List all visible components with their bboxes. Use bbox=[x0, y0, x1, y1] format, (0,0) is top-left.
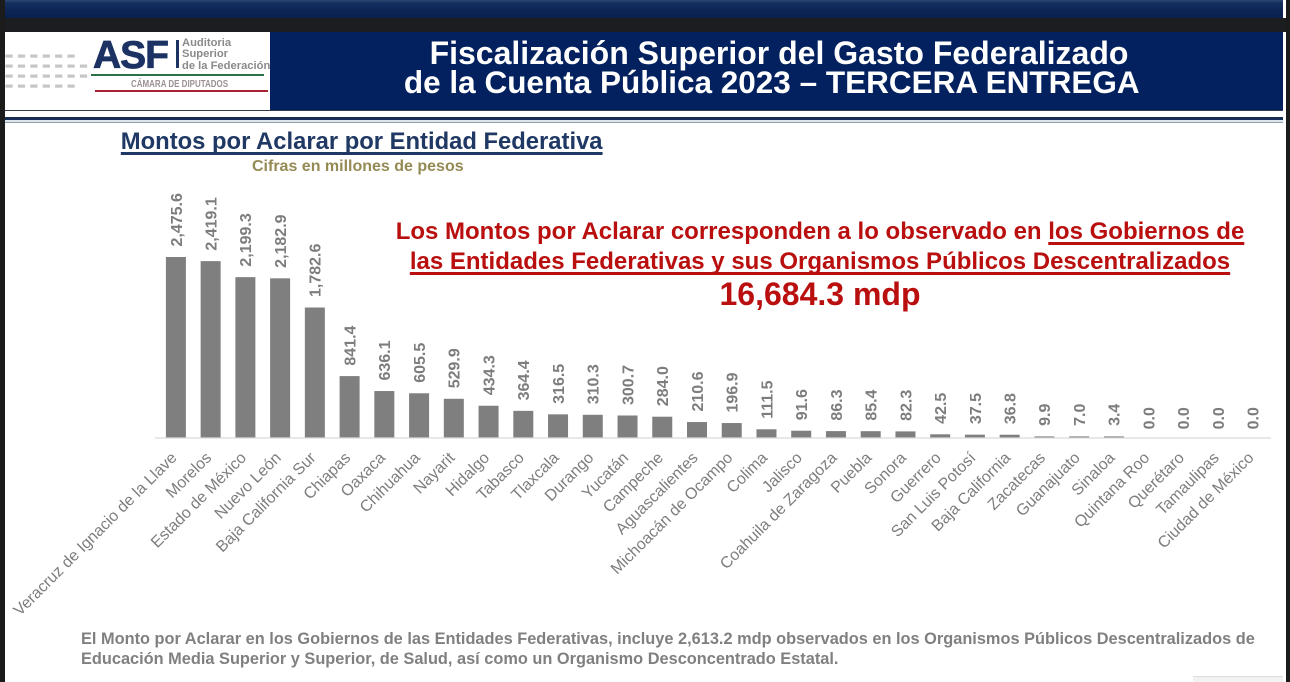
svg-text:310.3: 310.3 bbox=[586, 364, 603, 404]
svg-text:316.5: 316.5 bbox=[551, 364, 568, 404]
svg-text:636.1: 636.1 bbox=[377, 340, 394, 380]
svg-text:36.8: 36.8 bbox=[1003, 393, 1020, 424]
svg-text:2,475.6: 2,475.6 bbox=[169, 193, 186, 246]
svg-text:0.0: 0.0 bbox=[1211, 407, 1228, 429]
svg-text:86.3: 86.3 bbox=[829, 389, 846, 420]
svg-text:3.4: 3.4 bbox=[1107, 404, 1124, 426]
svg-text:1,782.6: 1,782.6 bbox=[308, 244, 325, 297]
svg-text:284.0: 284.0 bbox=[655, 366, 672, 406]
svg-text:85.4: 85.4 bbox=[864, 389, 881, 420]
svg-text:82.3: 82.3 bbox=[898, 390, 915, 421]
svg-text:605.5: 605.5 bbox=[412, 343, 429, 383]
svg-text:2,182.9: 2,182.9 bbox=[273, 214, 290, 267]
svg-text:300.7: 300.7 bbox=[620, 365, 637, 405]
svg-text:364.4: 364.4 bbox=[516, 360, 533, 400]
svg-text:37.5: 37.5 bbox=[968, 393, 985, 424]
svg-text:0.0: 0.0 bbox=[1141, 407, 1158, 429]
svg-text:42.5: 42.5 bbox=[933, 393, 950, 424]
svg-text:91.6: 91.6 bbox=[794, 389, 811, 420]
svg-text:7.0: 7.0 bbox=[1072, 404, 1089, 426]
svg-text:0.0: 0.0 bbox=[1176, 407, 1193, 429]
svg-text:841.4: 841.4 bbox=[342, 325, 359, 365]
svg-text:2,199.3: 2,199.3 bbox=[238, 213, 255, 266]
svg-text:434.3: 434.3 bbox=[481, 355, 498, 395]
svg-text:111.5: 111.5 bbox=[759, 380, 776, 418]
svg-text:196.9: 196.9 bbox=[725, 372, 742, 412]
svg-text:0.0: 0.0 bbox=[1246, 407, 1263, 429]
svg-text:529.9: 529.9 bbox=[447, 348, 464, 388]
svg-text:210.6: 210.6 bbox=[690, 371, 707, 411]
svg-text:2,419.1: 2,419.1 bbox=[203, 197, 220, 250]
svg-text:9.9: 9.9 bbox=[1037, 404, 1054, 426]
